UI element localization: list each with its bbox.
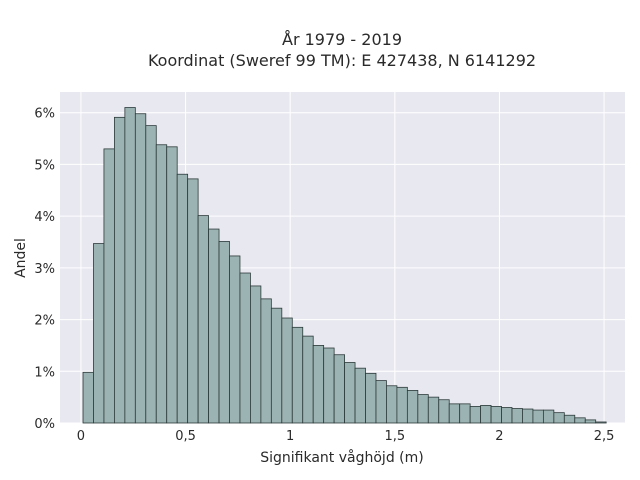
histogram-bar-43 <box>532 409 544 424</box>
x-tick-label-1: 0,5 <box>175 429 196 444</box>
histogram-bar-44 <box>542 409 555 424</box>
histogram-bar-3 <box>114 116 126 424</box>
histogram-bar-14 <box>229 255 241 424</box>
histogram-bar-22 <box>312 345 325 424</box>
y-tick-label-1: 1% <box>34 365 55 380</box>
histogram-bar-35 <box>448 403 461 424</box>
x-tick-label-2: 1 <box>286 429 294 444</box>
histogram-bar-18 <box>270 307 283 424</box>
histogram-bar-1 <box>93 243 105 424</box>
x-tick-label-0: 0 <box>77 429 85 444</box>
chart-title-line2: Koordinat (Sweref 99 TM): E 427438, N 61… <box>148 51 536 70</box>
histogram-bar-7 <box>155 144 168 424</box>
histogram-bar-25 <box>344 362 356 424</box>
histogram-bar-4 <box>124 107 136 424</box>
histogram-bar-46 <box>563 414 576 424</box>
histogram-bar-6 <box>145 125 157 424</box>
histogram-bar-49 <box>595 421 607 424</box>
y-tick-label-5: 5% <box>34 158 55 173</box>
x-tick-label-4: 2 <box>495 429 503 444</box>
histogram-bar-40 <box>501 407 513 424</box>
histogram-bar-2 <box>103 148 115 424</box>
histogram-bar-5 <box>134 113 147 424</box>
y-axis-ticks: 0% 1% 2% 3% 4% 5% 6% <box>34 107 55 432</box>
histogram-bar-45 <box>553 412 565 424</box>
histogram-bar-24 <box>333 354 345 424</box>
histogram-bar-21 <box>302 335 314 424</box>
y-axis-label: Andel <box>13 238 29 278</box>
x-tick-label-3: 1,5 <box>384 429 405 444</box>
histogram-bar-26 <box>354 367 366 424</box>
histogram-bar-9 <box>176 173 189 424</box>
y-tick-label-3: 3% <box>34 262 55 277</box>
histogram-bar-28 <box>375 380 387 424</box>
x-axis-ticks: 0 0,5 1 1,5 2 2,5 <box>77 429 615 444</box>
histogram-bar-48 <box>584 419 597 424</box>
histogram-bar-47 <box>574 417 586 424</box>
histogram-bar-42 <box>522 408 534 424</box>
histogram-bar-36 <box>459 403 471 424</box>
histogram-bar-27 <box>365 372 377 424</box>
histogram-bar-33 <box>427 396 440 424</box>
histogram-bar-8 <box>166 146 178 424</box>
histogram-bar-29 <box>386 385 398 424</box>
histogram-bar-15 <box>239 272 251 424</box>
histogram-bar-11 <box>197 215 209 424</box>
histogram-bar-0 <box>82 371 94 424</box>
y-tick-label-2: 2% <box>34 314 55 329</box>
histogram-bar-12 <box>208 228 220 424</box>
histogram-bar-37 <box>469 406 482 424</box>
histogram-bar-23 <box>323 347 335 424</box>
y-tick-label-4: 4% <box>34 210 55 225</box>
histogram-bar-41 <box>511 408 523 424</box>
x-axis-label: Signifikant våghöjd (m) <box>260 449 423 466</box>
histogram-bar-13 <box>218 241 230 424</box>
histogram-bar-38 <box>480 405 492 424</box>
histogram-bar-10 <box>187 178 199 424</box>
bars-group <box>82 107 607 424</box>
x-tick-label-5: 2,5 <box>594 429 615 444</box>
y-tick-label-0: 0% <box>34 417 55 432</box>
histogram-bar-19 <box>281 317 293 424</box>
histogram-bar-31 <box>406 390 419 424</box>
histogram-bar-17 <box>260 298 272 424</box>
histogram-bar-32 <box>417 394 429 424</box>
histogram-bar-30 <box>396 386 408 424</box>
histogram-bar-16 <box>250 285 262 424</box>
chart-title-line1: År 1979 - 2019 <box>282 30 402 49</box>
histogram-bar-20 <box>291 326 304 424</box>
histogram-bar-39 <box>490 406 502 424</box>
histogram-bar-34 <box>438 399 450 424</box>
y-tick-label-6: 6% <box>34 107 55 122</box>
